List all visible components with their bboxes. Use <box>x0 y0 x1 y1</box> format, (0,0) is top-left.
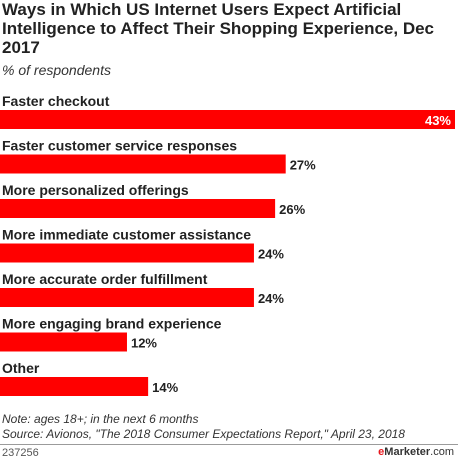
bar <box>0 110 455 129</box>
emarketer-logo[interactable]: eMarketer.com <box>378 446 454 458</box>
brand-name: Marketer <box>384 446 431 458</box>
value-label: 12% <box>131 336 157 351</box>
value-label: 43% <box>425 113 451 128</box>
bar <box>0 288 254 307</box>
footer-divider <box>0 444 458 445</box>
chart-notes: Note: ages 18+; in the next 6 months Sou… <box>2 412 458 442</box>
category-label: More engaging brand experience <box>2 316 222 332</box>
chart-id: 237256 <box>2 447 39 459</box>
source-text: Source: Avionos, "The 2018 Consumer Expe… <box>2 427 405 441</box>
value-label: 27% <box>290 158 316 173</box>
value-label: 14% <box>152 380 178 395</box>
category-label: Faster customer service responses <box>2 138 237 154</box>
category-label: Faster checkout <box>2 93 110 109</box>
bars-group: Faster checkout 43% Faster customer servic… <box>0 93 455 396</box>
value-label: 26% <box>279 202 305 217</box>
category-label: Other <box>2 360 40 376</box>
note-text: Note: ages 18+; in the next 6 months <box>2 412 199 426</box>
bar <box>0 243 254 263</box>
chart-subtitle: % of respondents <box>2 62 111 78</box>
brand-suffix: .com <box>430 446 454 458</box>
bar <box>0 154 286 174</box>
category-label: More accurate order fulfillment <box>2 271 208 287</box>
category-label: More personalized offerings <box>2 182 189 198</box>
bar <box>0 199 276 218</box>
bar <box>0 332 127 352</box>
category-label: More immediate customer assistance <box>2 227 251 243</box>
chart-title: Ways in Which US Internet Users Expect A… <box>2 0 435 57</box>
bar <box>0 377 149 396</box>
brand-e: e <box>378 446 385 458</box>
value-label: 24% <box>258 291 284 306</box>
value-label: 24% <box>258 247 284 262</box>
